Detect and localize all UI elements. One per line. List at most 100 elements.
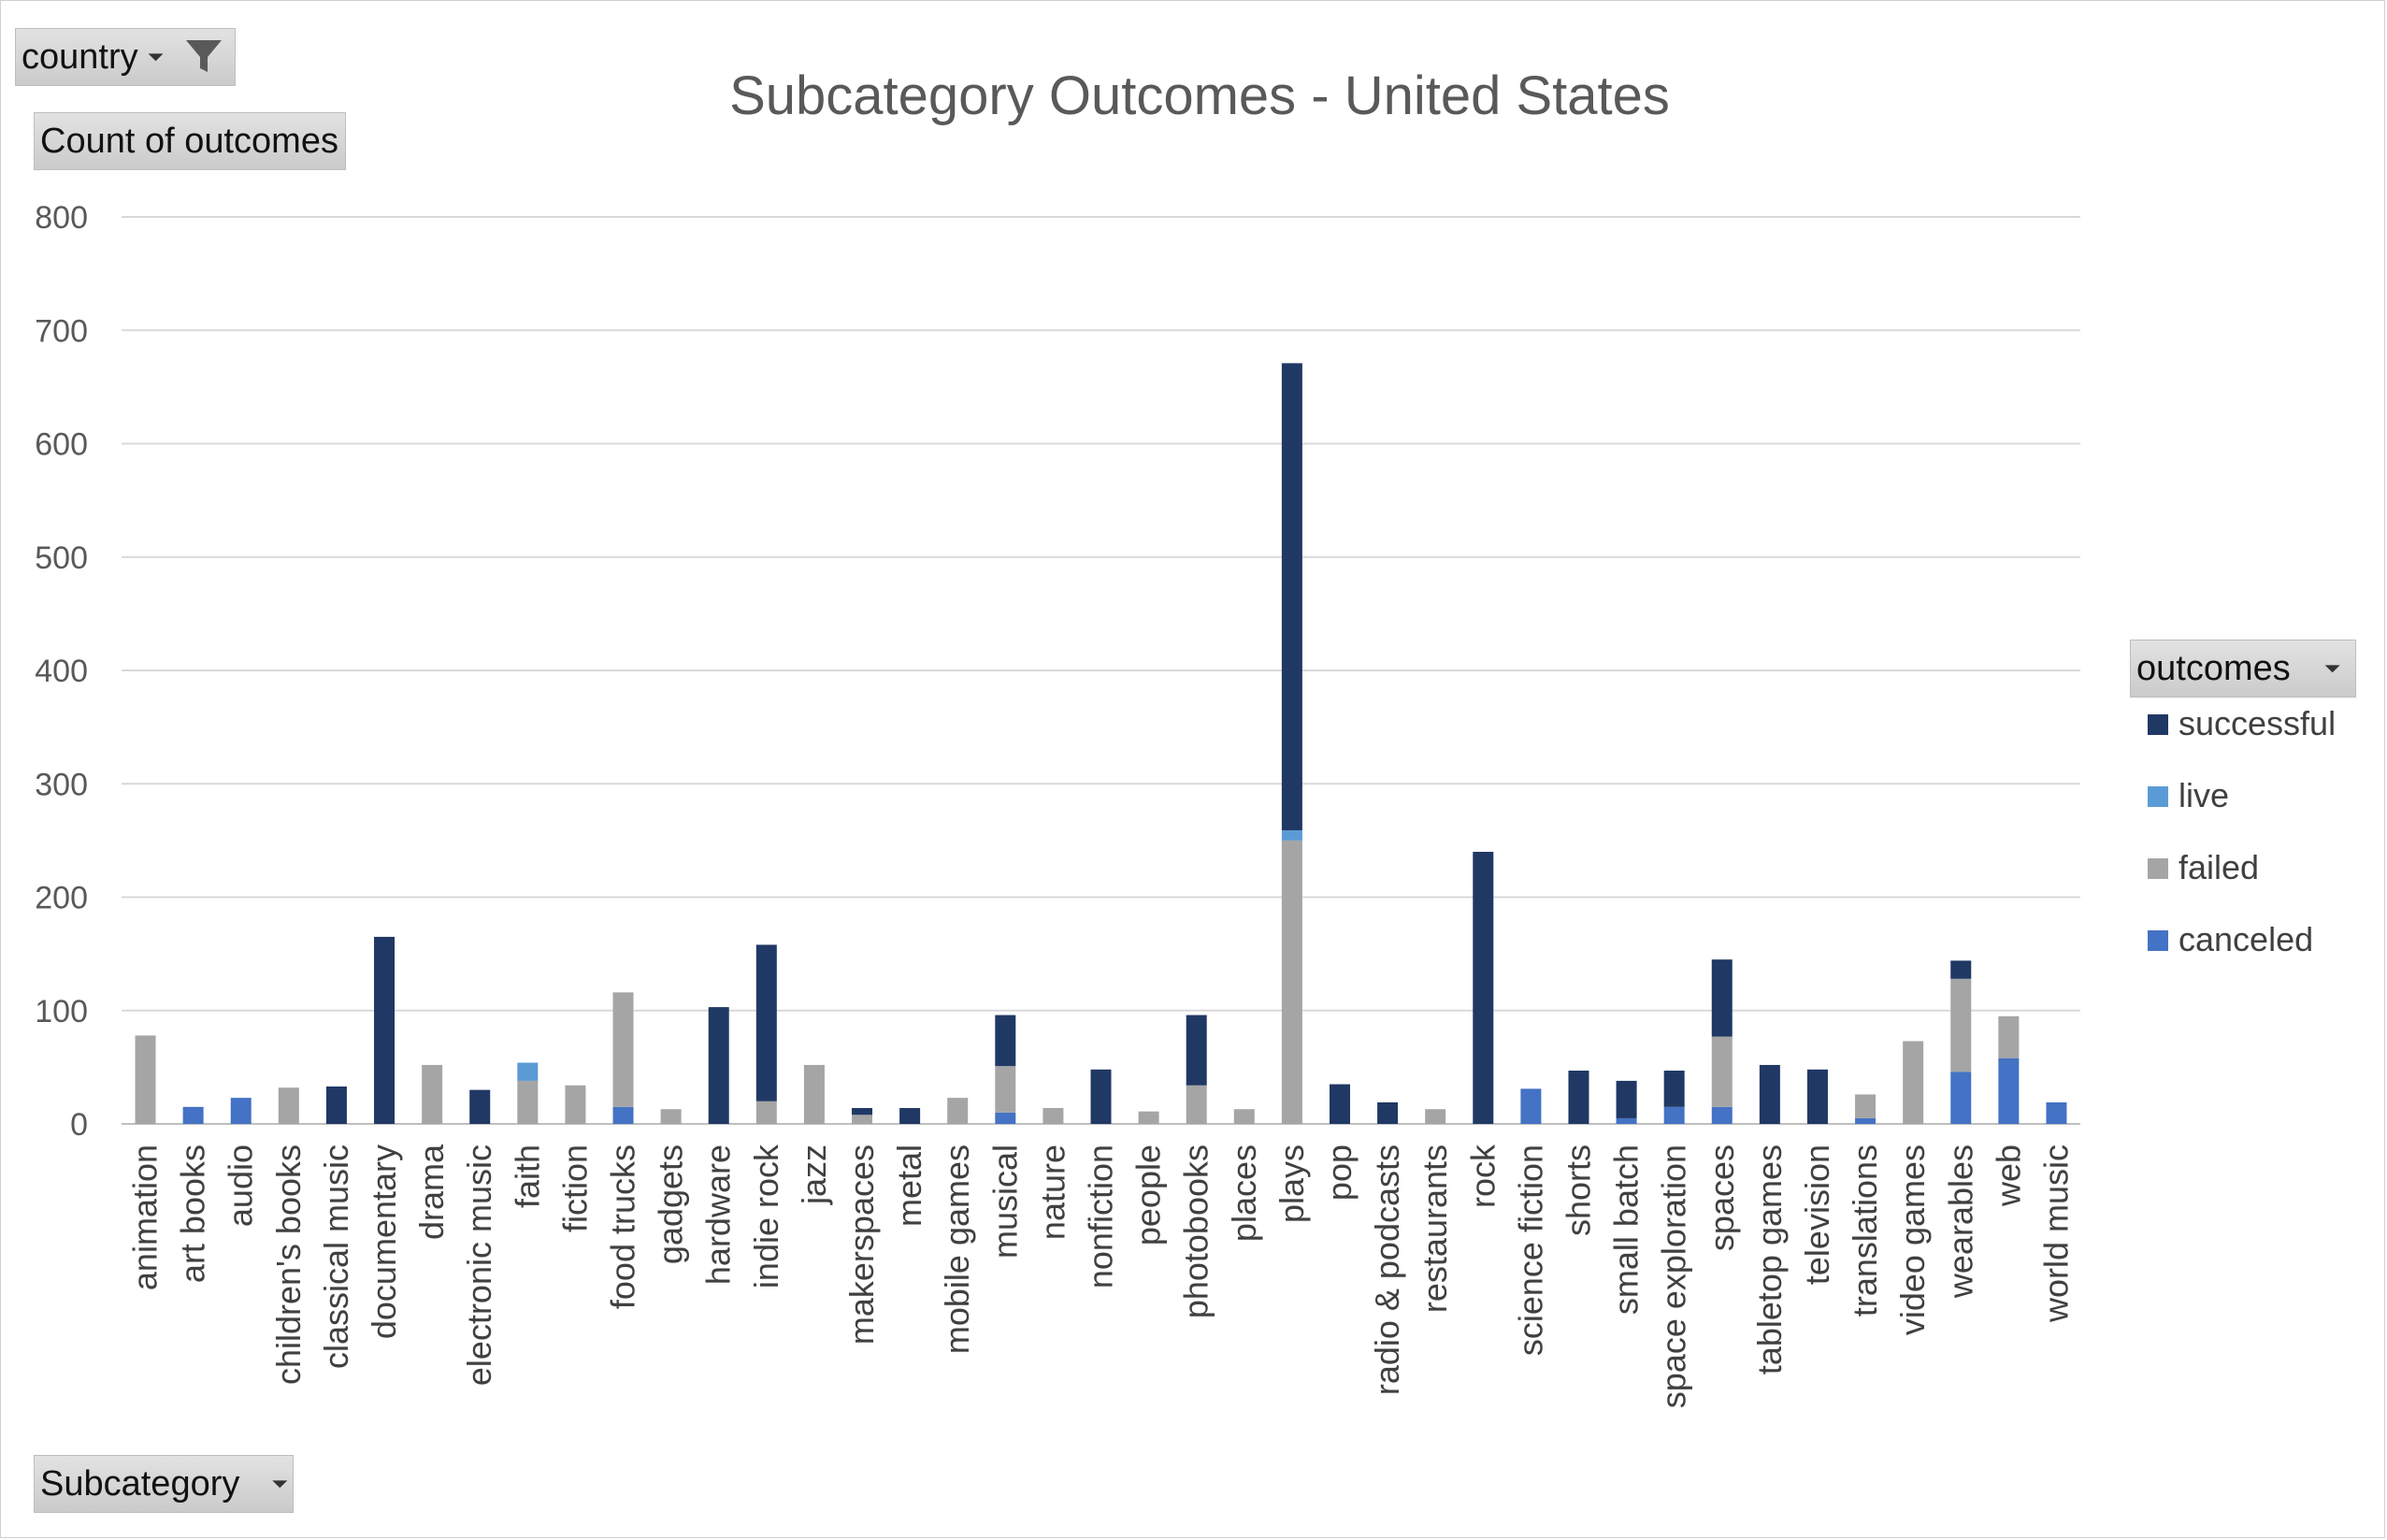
x-category-label: science fiction xyxy=(1511,1144,1549,1356)
x-category-label: gadgets xyxy=(652,1144,690,1264)
x-category-label: children's books xyxy=(269,1144,308,1385)
bar-successful xyxy=(1616,1080,1637,1118)
bar-failed xyxy=(278,1087,299,1124)
bar-canceled xyxy=(1998,1058,2020,1124)
x-category-label: nonfiction xyxy=(1082,1144,1120,1288)
legend-label-live: live xyxy=(2178,776,2229,814)
legend-swatch-failed xyxy=(2148,858,2168,879)
bar-canceled xyxy=(995,1112,1016,1124)
bar-successful xyxy=(1281,363,1302,830)
y-tick-label: 100 xyxy=(35,994,88,1029)
chart-title: Subcategory Outcomes - United States xyxy=(729,65,1670,126)
bar-failed xyxy=(1233,1109,1255,1124)
bar-canceled xyxy=(1663,1106,1685,1124)
legend-field-button[interactable]: outcomes ⏷ xyxy=(2130,640,2356,698)
x-category-label: rock xyxy=(1463,1144,1502,1208)
bar-failed xyxy=(995,1066,1016,1113)
bar-canceled xyxy=(2046,1101,2067,1124)
x-category-label: photobooks xyxy=(1177,1144,1215,1318)
x-category-label: spaces xyxy=(1703,1144,1741,1251)
x-category-label: pop xyxy=(1320,1144,1359,1201)
chevron-down-icon: ⏷ xyxy=(147,45,165,68)
bar-successful xyxy=(1806,1069,1828,1124)
bar-successful xyxy=(374,936,395,1124)
legend-label-successful: successful xyxy=(2178,704,2336,742)
x-category-label: food trucks xyxy=(604,1144,642,1309)
bar-failed xyxy=(1043,1108,1064,1124)
values-field-button[interactable]: Count of outcomes xyxy=(34,112,346,170)
bar-live xyxy=(517,1062,539,1081)
x-category-label: faith xyxy=(508,1144,546,1208)
x-category-label: jazz xyxy=(795,1144,833,1205)
x-category-label: places xyxy=(1225,1144,1263,1242)
bar-failed xyxy=(1950,978,1972,1072)
bar-failed xyxy=(135,1035,156,1124)
bar-canceled xyxy=(182,1106,204,1124)
bar-failed xyxy=(1138,1111,1159,1124)
x-category-label: mobile games xyxy=(938,1144,976,1354)
bar-successful xyxy=(755,944,777,1101)
bars xyxy=(135,363,2067,1124)
x-category-label: documentary xyxy=(365,1144,403,1339)
x-category-label: radio & podcasts xyxy=(1368,1144,1406,1395)
legend-label-failed: failed xyxy=(2178,848,2259,886)
y-tick-label: 500 xyxy=(35,540,88,576)
values-field-label: Count of outcomes xyxy=(40,121,338,161)
x-category-label: people xyxy=(1129,1144,1168,1245)
legend-swatch-successful xyxy=(2148,714,2168,735)
x-category-label: electronic music xyxy=(460,1144,498,1386)
x-category-label: translations xyxy=(1846,1144,1884,1317)
legend-swatch-live xyxy=(2148,786,2168,807)
bar-failed xyxy=(755,1101,777,1124)
bar-successful xyxy=(1950,960,1972,979)
x-category-label: art books xyxy=(174,1144,212,1283)
y-tick-label: 400 xyxy=(35,654,88,689)
bar-successful xyxy=(469,1089,491,1124)
bar-failed xyxy=(660,1109,682,1124)
axis-field-label: Subcategory xyxy=(40,1463,240,1504)
bar-failed xyxy=(1186,1085,1207,1124)
x-category-label: wearables xyxy=(1941,1144,1979,1299)
bar-canceled xyxy=(1950,1072,1972,1124)
y-tick-label: 600 xyxy=(35,427,88,463)
legend-label-canceled: canceled xyxy=(2178,920,2313,958)
bar-failed xyxy=(1425,1109,1446,1124)
bar-successful xyxy=(1473,852,1494,1124)
x-category-label: shorts xyxy=(1559,1144,1597,1236)
bar-failed xyxy=(1711,1036,1733,1107)
bar-failed xyxy=(852,1115,873,1124)
bar-successful xyxy=(325,1086,347,1124)
x-category-label: animation xyxy=(126,1144,165,1290)
bar-successful xyxy=(852,1108,873,1115)
bar-failed xyxy=(1903,1041,1924,1124)
bar-live xyxy=(1281,829,1302,841)
x-category-label: plays xyxy=(1273,1144,1311,1223)
bar-canceled xyxy=(1616,1117,1637,1124)
x-category-label: restaurants xyxy=(1416,1144,1454,1313)
bar-successful xyxy=(708,1007,729,1124)
bar-canceled xyxy=(1711,1106,1733,1124)
x-category-label: television xyxy=(1798,1144,1836,1285)
bar-canceled xyxy=(1855,1117,1877,1124)
x-category-label: tabletop games xyxy=(1750,1144,1789,1374)
gridlines xyxy=(122,216,2080,1125)
bar-failed xyxy=(612,992,634,1107)
country-filter-button[interactable]: country ⏷ xyxy=(15,28,236,86)
x-category-label: web xyxy=(1989,1144,2027,1207)
y-tick-label: 200 xyxy=(35,881,88,916)
x-category-label: indie rock xyxy=(747,1144,785,1288)
bar-failed xyxy=(1281,840,1302,1124)
bar-successful xyxy=(1090,1069,1112,1124)
bar-canceled xyxy=(612,1106,634,1124)
x-category-label: fiction xyxy=(555,1144,594,1232)
axis-field-button[interactable]: Subcategory ⏷ xyxy=(34,1455,294,1513)
x-category-label: hardware xyxy=(699,1144,738,1285)
legend-swatch-canceled xyxy=(2148,930,2168,951)
bar-failed xyxy=(517,1080,539,1124)
country-filter-label: country xyxy=(22,36,138,77)
x-category-label: space exploration xyxy=(1655,1144,1693,1408)
x-category-label: metal xyxy=(890,1144,928,1227)
bar-failed xyxy=(803,1064,825,1124)
bar-successful xyxy=(995,1015,1016,1067)
x-category-label: drama xyxy=(412,1144,451,1240)
